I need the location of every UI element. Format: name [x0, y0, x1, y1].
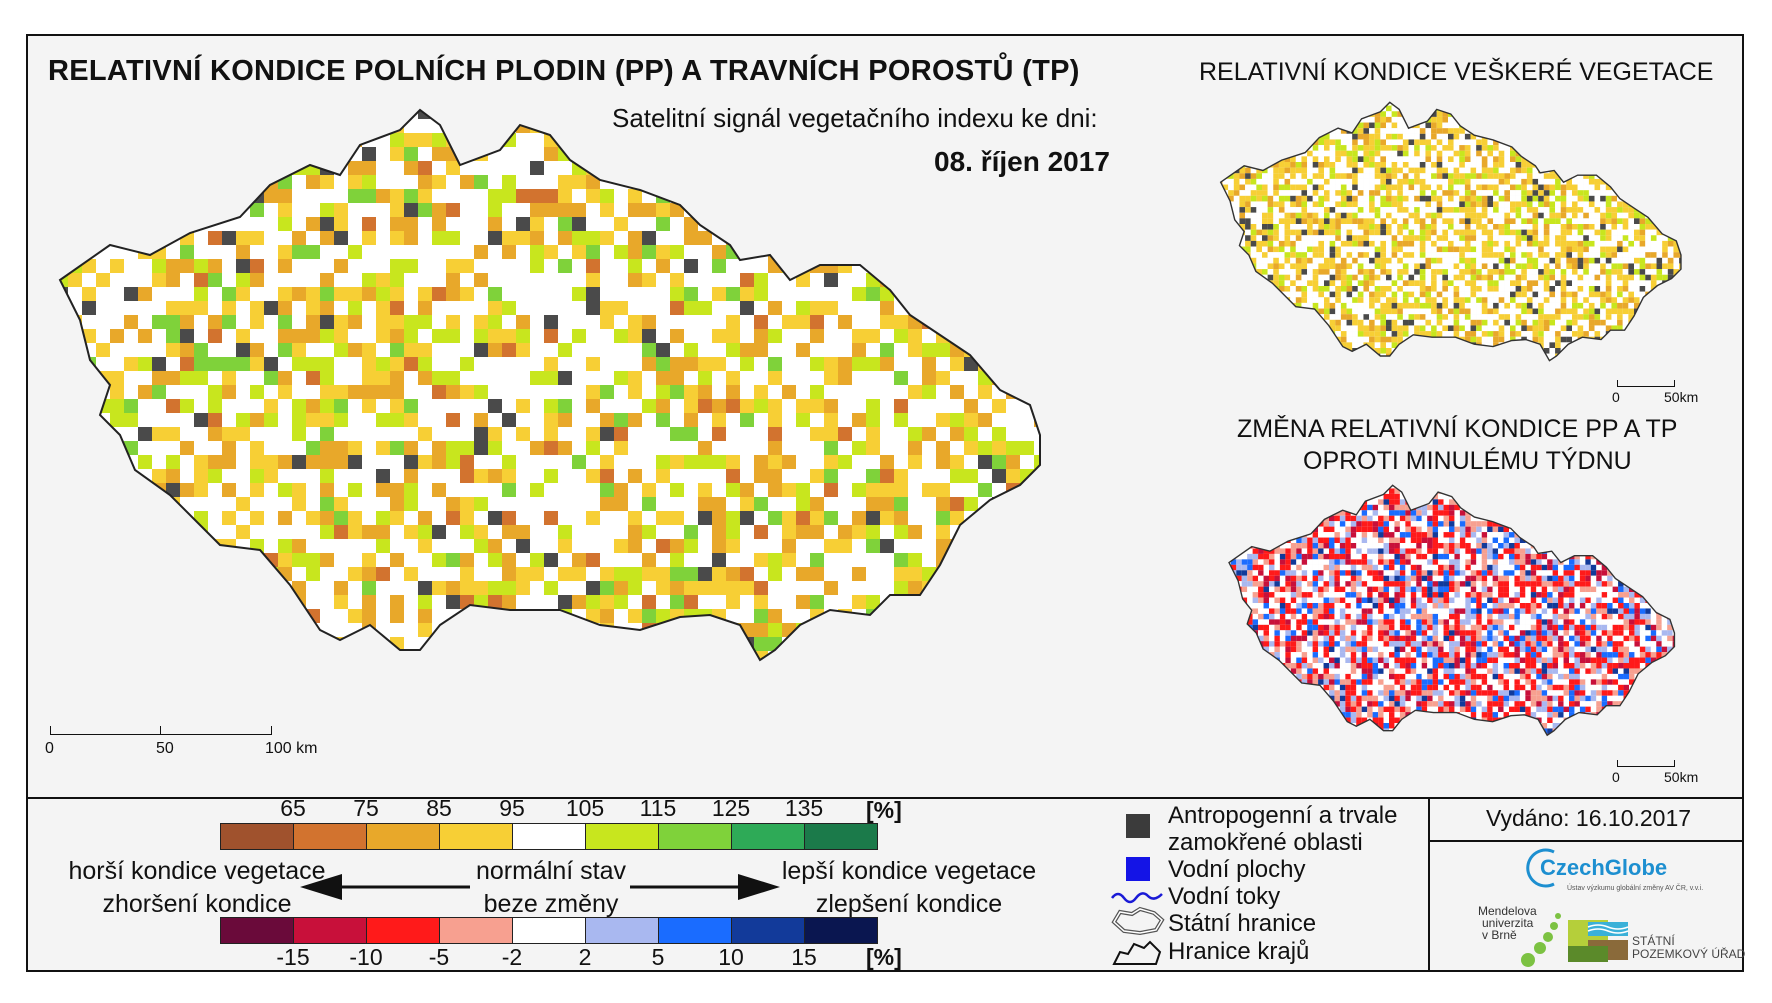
change-scale-bar — [1617, 760, 1675, 767]
spu-logo: STÁTNÍ POZEMKOVÝ ÚŘAD — [1632, 934, 1746, 961]
change-map-title-line2: OPROTI MINULÉMU TÝDNU — [1303, 447, 1632, 475]
main-condition-map — [59, 109, 1041, 661]
worsening-label: zhoršení kondice — [102, 890, 292, 918]
legend-swatch — [439, 823, 513, 850]
mendel-dots-icon — [1521, 913, 1561, 967]
legend-tick: 105 — [565, 795, 605, 821]
mendel-university-logo: Mendelova univerzita v Brně — [1478, 904, 1537, 942]
arrows — [300, 874, 780, 900]
condition-change-map — [1228, 484, 1676, 736]
rivers-label: Vodní toky — [1168, 883, 1281, 910]
legend-divider — [26, 797, 1744, 799]
legend-tick: -5 — [428, 944, 450, 970]
legend-swatch — [439, 917, 513, 944]
legend-tick: 95 — [499, 795, 525, 821]
anthropogenic-label-2: zamokřené oblasti — [1168, 829, 1363, 856]
legend-swatch — [658, 823, 732, 850]
condition-unit: [%] — [866, 797, 902, 823]
river-icon — [1111, 892, 1163, 904]
anthropogenic-label-1: Antropogenní a trvale — [1168, 802, 1398, 829]
logo-divider — [1428, 840, 1744, 842]
no-change-label: beze změny — [483, 890, 619, 918]
worse-condition-label: horší kondice vegetace — [68, 857, 326, 885]
change-cells — [1229, 485, 1675, 736]
water-body-icon — [1126, 857, 1150, 881]
legend-swatch — [731, 823, 805, 850]
vegetation-map-title: RELATIVNÍ KONDICE VEŠKERÉ VEGETACE — [1199, 58, 1714, 86]
region-border-label: Hranice krajů — [1168, 938, 1310, 965]
legend-swatch — [658, 917, 732, 944]
change-map-title-line1: ZMĚNA RELATIVNÍ KONDICE PP A TP — [1237, 415, 1678, 443]
legend-tick: -2 — [501, 944, 523, 970]
legend-swatch — [804, 917, 878, 944]
vegetation-cells — [1220, 102, 1681, 361]
change-color-legend — [220, 917, 878, 944]
main-scale-label-0: 0 — [45, 740, 54, 757]
legend-tick: 5 — [651, 944, 665, 970]
legend-swatch — [293, 917, 367, 944]
date-label: 08. říjen 2017 — [934, 146, 1110, 177]
legend-swatch — [293, 823, 367, 850]
main-title: RELATIVNÍ KONDICE POLNÍCH PLODIN (PP) A … — [48, 55, 1080, 87]
legend-tick: 115 — [639, 795, 677, 821]
normal-label: normální stav — [475, 857, 627, 885]
region-border-icon — [1112, 940, 1162, 965]
legend-swatch — [512, 917, 586, 944]
legend-tick: 85 — [426, 795, 452, 821]
legend-swatch — [366, 823, 440, 850]
water-bodies-label: Vodní plochy — [1168, 856, 1306, 883]
condition-cells — [60, 110, 1040, 660]
legend-swatch — [220, 823, 294, 850]
legend-swatch — [220, 917, 294, 944]
legend-swatch — [512, 823, 586, 850]
issued-date: Vydáno: 16.10.2017 — [1486, 805, 1692, 831]
legend-tick: 135 — [784, 795, 824, 821]
main-scale-label-100: 100 km — [265, 740, 318, 757]
czechglobe-subtitle: Ústav výzkumu globální změny AV ČR, v.v.… — [1567, 885, 1704, 892]
czechglobe-logo: CzechGlobe — [1540, 855, 1668, 880]
legend-swatch — [366, 917, 440, 944]
legend-tick: 15 — [791, 944, 817, 970]
veg-scale-bar — [1617, 380, 1675, 387]
legend-tick: 125 — [711, 795, 751, 821]
legend-tick: 65 — [280, 795, 306, 821]
better-condition-label: lepší kondice vegetace — [781, 857, 1037, 885]
legend-tick: 10 — [718, 944, 744, 970]
condition-color-legend — [220, 823, 878, 850]
legend-tick: -15 — [276, 944, 310, 970]
state-border-icon — [1111, 906, 1165, 936]
improvement-label: zlepšení kondice — [815, 890, 1003, 918]
issued-divider — [1428, 797, 1430, 972]
legend-swatch — [804, 823, 878, 850]
vegetation-condition-map — [1219, 101, 1682, 362]
spu-logo-icon — [1568, 920, 1629, 962]
main-scale-label-50: 50 — [156, 740, 174, 757]
legend-tick: 75 — [353, 795, 379, 821]
main-scale-bar — [50, 726, 272, 735]
state-border-label: Státní hranice — [1168, 910, 1317, 937]
legend-swatch — [585, 917, 659, 944]
legend-tick: 2 — [578, 944, 592, 970]
subtitle: Satelitní signál vegetačního indexu ke d… — [612, 103, 1098, 133]
legend-tick: -10 — [349, 944, 383, 970]
legend-swatch — [585, 823, 659, 850]
anthropogenic-area-icon — [1126, 814, 1150, 838]
legend-swatch — [731, 917, 805, 944]
czechglobe-logo-icon — [1526, 848, 1555, 888]
change-unit: [%] — [866, 944, 902, 970]
